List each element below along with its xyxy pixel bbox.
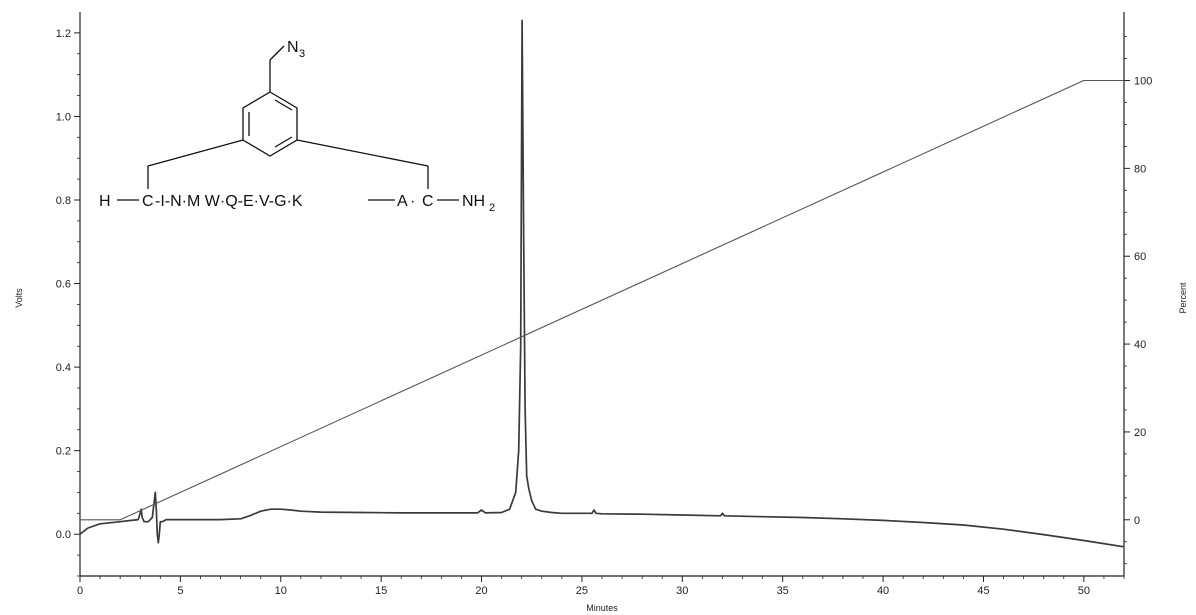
series-group — [79, 19, 1125, 548]
y2-tick-label: 20 — [1134, 427, 1146, 439]
c-terminus: NH — [462, 193, 485, 210]
peptide-sequence: N 3 H C -I-N·M W·Q-E·V-G·K A · C NH 2 — [99, 39, 495, 214]
x-tick-label: 10 — [275, 585, 287, 597]
x-tick-label: 25 — [576, 585, 588, 597]
detector-signal-trace — [79, 19, 1125, 548]
y-tick-label: 0.6 — [56, 279, 71, 291]
y2-tick-label: 0 — [1134, 515, 1140, 527]
x-tick-label: 15 — [375, 585, 387, 597]
y2-axis-label: Percent — [1178, 282, 1188, 314]
n-terminus: H — [99, 193, 111, 210]
peptide-structure — [117, 45, 459, 201]
last-cysteine: C — [422, 193, 434, 210]
gradient-percent-line — [80, 79, 1124, 521]
x-tick-label: 30 — [676, 585, 688, 597]
x-tick-label: 35 — [777, 585, 789, 597]
x-tick-label: 45 — [977, 585, 989, 597]
y-tick-label: 0.8 — [56, 195, 71, 207]
y-tick-label: 0.0 — [56, 529, 71, 541]
y-tick-label: 0.2 — [56, 446, 71, 458]
y-axis-label: Volts — [14, 288, 24, 308]
sequence-middle: -I-N·M W·Q-E·V-G·K — [155, 193, 303, 210]
thioether-link-right — [296, 139, 429, 167]
azide-subscript: 3 — [299, 48, 305, 60]
thioether-link-left — [147, 139, 244, 167]
benzene-double-bond — [274, 136, 293, 148]
c-terminus-subscript: 2 — [489, 202, 495, 214]
x-tick-label: 40 — [877, 585, 889, 597]
benzene-ring — [242, 91, 298, 157]
azide-bond — [269, 45, 285, 61]
azide-label: N — [287, 39, 299, 56]
y2-tick-label: 80 — [1134, 163, 1146, 175]
y-ticks-right-group: 0 20 40 60 80 100 — [1124, 36, 1152, 565]
y-ticks-left-group: 0.0 0.2 0.4 0.6 0.8 1.0 1.2 — [56, 28, 80, 577]
y-tick-label: 0.4 — [56, 362, 71, 374]
x-tick-label: 5 — [177, 585, 183, 597]
alanine-residue: A — [397, 193, 408, 210]
x-tick-label: 20 — [475, 585, 487, 597]
first-cysteine: C — [142, 193, 154, 210]
x-tick-label: 0 — [77, 585, 83, 597]
x-tick-label: 50 — [1078, 585, 1090, 597]
axes-group — [79, 12, 1125, 577]
dot-separator: · — [410, 193, 415, 210]
y2-tick-label: 40 — [1134, 339, 1146, 351]
y-tick-label: 1.2 — [56, 28, 71, 40]
x-axis-label: Minutes — [586, 603, 618, 613]
benzene-double-bond — [274, 99, 293, 111]
x-ticks-group: 0 5 10 15 20 25 30 35 40 45 50 — [77, 576, 1125, 597]
y2-tick-label: 60 — [1134, 251, 1146, 263]
y2-tick-label: 100 — [1134, 76, 1152, 88]
y-tick-label: 1.0 — [56, 111, 71, 123]
